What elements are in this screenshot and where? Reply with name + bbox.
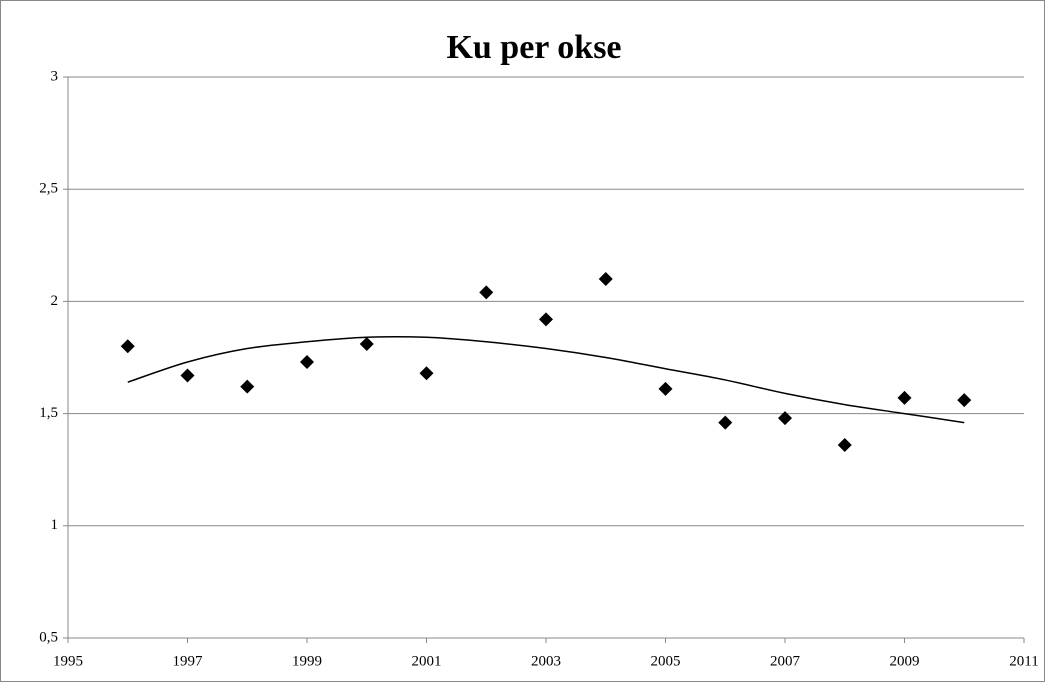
- data-point: [718, 415, 733, 430]
- x-tick-label: 2007: [770, 653, 801, 669]
- trend-line: [127, 335, 965, 424]
- y-tick-label: 3: [51, 68, 59, 84]
- data-point: [180, 368, 195, 383]
- data-point: [897, 390, 912, 405]
- data-point: [837, 438, 852, 453]
- y-tick-label: 2: [51, 293, 59, 309]
- chart-title: Ku per okse: [446, 29, 621, 66]
- data-point: [240, 379, 255, 394]
- data-point: [479, 285, 494, 300]
- data-point: [539, 312, 553, 327]
- data-point: [598, 271, 613, 286]
- y-tick-label: 0,5: [39, 629, 58, 645]
- x-tick-label: 2003: [531, 653, 561, 669]
- data-point: [778, 411, 792, 426]
- x-tick-label: 2005: [651, 653, 681, 669]
- x-tick-label: 2009: [890, 653, 920, 669]
- data-point: [658, 381, 673, 396]
- y-tick-label: 1: [51, 517, 59, 533]
- x-tick-label: 2011: [1009, 653, 1038, 669]
- y-tick-label: 1,5: [39, 405, 58, 421]
- data-point: [300, 354, 314, 369]
- x-tick-label: 1999: [292, 653, 322, 669]
- y-tick-label: 2,5: [39, 181, 58, 197]
- data-point: [957, 393, 972, 408]
- data-point: [419, 366, 434, 381]
- data-point: [359, 337, 374, 352]
- x-tick-label: 1997: [173, 653, 204, 669]
- x-tick-label: 1995: [53, 653, 83, 669]
- data-point: [120, 339, 135, 354]
- x-tick-label: 2001: [412, 653, 442, 669]
